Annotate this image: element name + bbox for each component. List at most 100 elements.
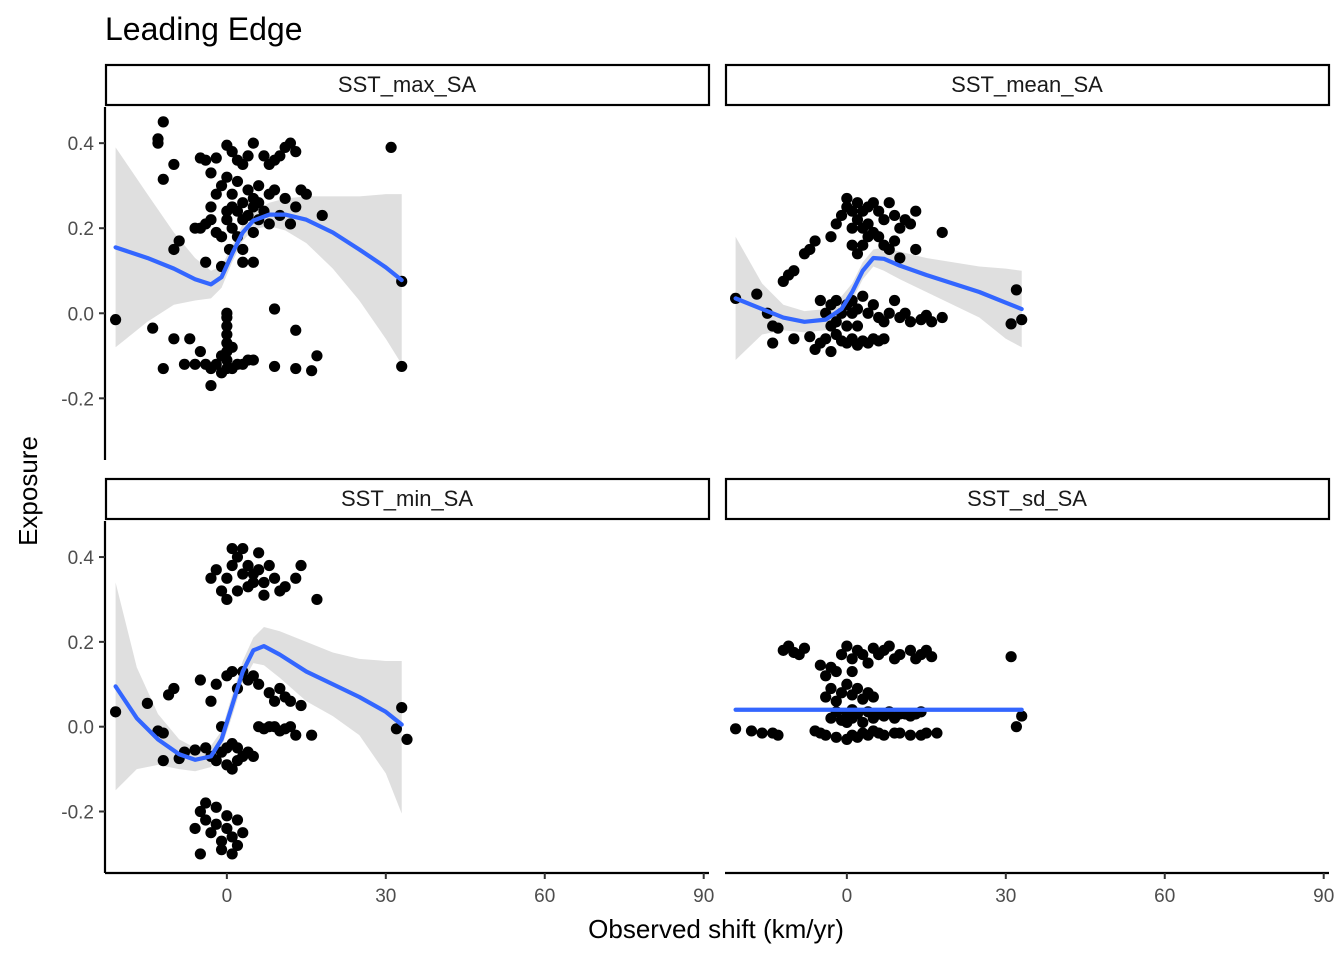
data-point <box>178 358 191 370</box>
data-point <box>857 290 869 302</box>
data-point <box>189 822 201 835</box>
x-tick-label: 60 <box>1154 886 1175 907</box>
confidence-ribbon <box>735 236 1022 361</box>
data-point <box>263 218 275 230</box>
data-point <box>878 333 890 345</box>
data-point <box>851 303 864 315</box>
data-point <box>242 559 254 572</box>
data-point <box>205 572 217 584</box>
facet-strip <box>724 63 1331 107</box>
facet-panels: SST_max_SA -0.2 0.0 0.2 0.4 SST_mean_SA SST_mi… <box>61 63 1334 907</box>
data-point <box>894 222 906 234</box>
x-tick-label: 0 <box>222 886 233 907</box>
data-point <box>767 337 779 349</box>
data-point <box>830 731 842 743</box>
data-point <box>215 835 228 847</box>
data-point <box>788 333 800 345</box>
data-point <box>883 307 895 319</box>
data-point <box>253 547 265 559</box>
x-tick-label: 90 <box>693 886 714 907</box>
data-point <box>745 725 758 737</box>
data-point <box>830 665 842 678</box>
data-point <box>290 572 302 584</box>
data-point <box>396 702 408 714</box>
data-point <box>814 294 826 307</box>
data-point <box>804 331 816 343</box>
data-point <box>215 585 228 597</box>
data-point <box>396 360 408 373</box>
facet-strip-label: SST_min_SA <box>341 486 473 511</box>
facet-strip-label: SST_max_SA <box>338 72 476 97</box>
data-point <box>237 197 249 209</box>
data-point <box>210 188 222 200</box>
data-point <box>253 197 265 209</box>
data-point <box>878 316 890 328</box>
data-point <box>226 341 238 353</box>
data-point <box>846 653 858 665</box>
data-point <box>878 214 890 226</box>
data-point <box>904 729 917 741</box>
data-point <box>851 197 864 209</box>
data-point <box>168 243 180 256</box>
y-tick-label: 0.0 <box>68 718 94 739</box>
data-point <box>221 307 233 319</box>
data-point <box>194 345 206 358</box>
data-point <box>888 209 901 222</box>
data-point <box>215 180 228 192</box>
data-point <box>231 175 244 188</box>
data-point <box>205 214 217 226</box>
data-point <box>231 742 244 754</box>
data-point <box>147 322 159 334</box>
data-point <box>210 801 222 813</box>
panel-data-layer <box>109 542 413 860</box>
data-point <box>851 248 864 260</box>
data-point <box>210 678 222 690</box>
data-point <box>867 299 879 311</box>
data-point <box>290 201 302 213</box>
data-point <box>1016 710 1028 722</box>
data-point <box>385 141 397 154</box>
data-point <box>290 324 302 336</box>
data-point <box>231 814 244 826</box>
data-point <box>295 559 307 572</box>
data-point <box>194 674 206 686</box>
data-point <box>284 218 297 230</box>
facet-strip-label: SST_sd_SA <box>967 486 1087 511</box>
data-point <box>306 729 318 741</box>
data-point <box>873 231 885 243</box>
data-point <box>231 205 244 217</box>
data-point <box>936 226 948 239</box>
data-point <box>835 209 848 222</box>
data-point <box>200 154 212 166</box>
data-point <box>109 706 122 718</box>
data-point <box>200 814 212 826</box>
data-point <box>883 197 895 209</box>
panel-data-layer <box>729 192 1028 361</box>
x-tick-label: 60 <box>534 886 555 907</box>
data-point <box>247 354 259 366</box>
data-point <box>205 201 217 213</box>
data-point <box>263 687 275 699</box>
data-point <box>1010 721 1023 733</box>
data-point <box>857 648 869 661</box>
smooth-line <box>113 212 404 287</box>
data-point <box>867 691 879 703</box>
data-point <box>226 831 238 843</box>
data-point <box>258 150 270 162</box>
data-point <box>205 379 217 392</box>
data-point <box>237 256 249 268</box>
data-point <box>226 146 238 158</box>
data-point <box>268 572 281 584</box>
data-point <box>846 205 858 217</box>
data-point <box>830 316 842 328</box>
data-point <box>168 158 180 171</box>
data-point <box>1016 314 1028 326</box>
data-point <box>772 322 784 334</box>
data-point <box>931 727 943 739</box>
data-point <box>846 665 858 678</box>
data-point <box>168 333 180 345</box>
facet-panel-SST_max_SA: SST_max_SA -0.2 0.0 0.2 0.4 <box>61 63 711 460</box>
data-point <box>311 350 323 362</box>
data-point <box>184 333 196 345</box>
data-point <box>920 727 932 739</box>
